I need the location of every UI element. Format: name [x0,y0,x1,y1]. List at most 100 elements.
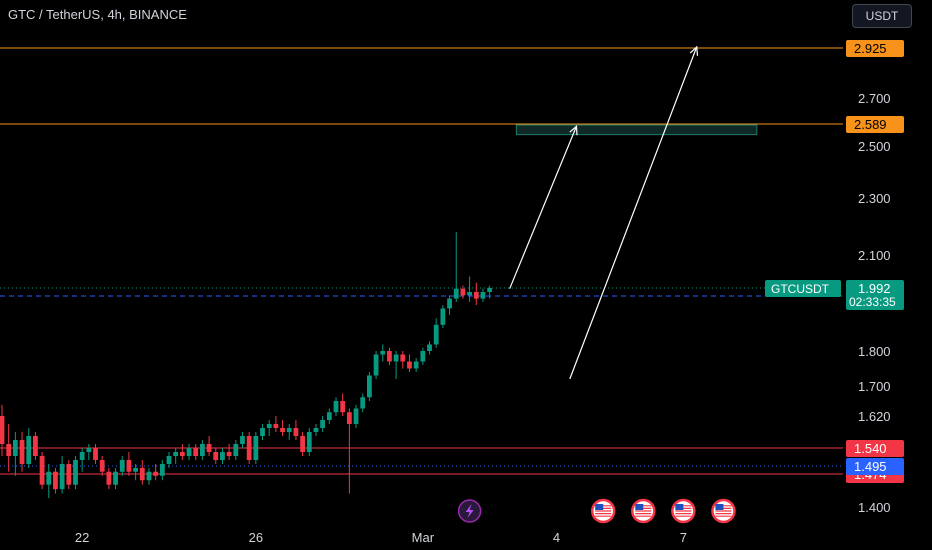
y-axis-tick-label: 2.700 [858,91,891,106]
candle-body[interactable] [113,471,118,485]
level-label-2925: 2.925 [854,41,887,56]
candle-body[interactable] [99,460,105,472]
y-axis-tick-label: 1.700 [858,379,891,394]
y-axis-tick-label: 1.800 [858,344,891,359]
candle-body[interactable] [159,464,165,476]
candle-body[interactable] [73,460,78,485]
flag-canton [595,504,604,510]
level-label-1540: 1.540 [854,441,887,456]
candle-body[interactable] [353,408,359,425]
chart-title: GTC / TetherUS, 4h, BINANCE [8,7,187,22]
x-axis-tick-label: 26 [249,530,263,545]
candle-body[interactable] [133,467,138,472]
candle-body[interactable] [320,420,326,428]
candle-body[interactable] [306,432,312,452]
flag-canton [715,504,724,510]
candle-body[interactable] [433,324,439,345]
candle-body[interactable] [206,444,212,452]
candle-body[interactable] [39,456,45,485]
candle-body[interactable] [260,428,265,436]
candle-body[interactable] [420,351,426,362]
candle-body[interactable] [93,448,98,460]
arrow-head-icon [569,124,578,136]
candle-body[interactable] [173,452,179,456]
candle-body[interactable] [280,428,285,432]
candle-body[interactable] [447,298,452,309]
candle-body[interactable] [326,412,332,420]
level-label-1495: 1.495 [854,459,887,474]
candle-body[interactable] [46,471,52,485]
candle-body[interactable] [139,467,145,481]
candle-body[interactable] [26,436,32,464]
candle-body[interactable] [233,444,239,456]
candle-body[interactable] [480,292,486,299]
candle-body[interactable] [33,436,38,456]
candle-body[interactable] [126,460,132,472]
candle-body[interactable] [427,344,432,351]
candle-body[interactable] [200,444,205,456]
countdown-label: 02:33:35 [849,295,896,309]
currency-button[interactable]: USDT [852,4,912,28]
candle-body[interactable] [413,361,419,369]
candle-body[interactable] [119,460,125,472]
candle-body[interactable] [0,416,5,444]
y-axis-tick-label: 1.620 [858,409,891,424]
candle-body[interactable] [313,428,319,432]
x-axis-tick-label: Mar [412,530,435,545]
y-axis-tick-label: 2.100 [858,248,891,263]
candle-body[interactable] [146,471,152,481]
candle-body[interactable] [79,452,85,460]
candle-body[interactable] [6,444,12,456]
candle-body[interactable] [153,471,159,476]
flag-canton [675,504,684,510]
candle-body[interactable] [473,292,479,299]
level-label-2925-bg [846,40,904,57]
candle-body[interactable] [440,308,446,325]
candle-body[interactable] [166,456,172,464]
candle-body[interactable] [193,448,199,456]
candle-body[interactable] [367,375,372,398]
x-axis-tick-label: 22 [75,530,89,545]
candle-body[interactable] [86,448,92,452]
candle-body[interactable] [380,351,386,355]
candle-body[interactable] [186,448,192,456]
candle-body[interactable] [12,440,18,456]
candle-body[interactable] [387,351,392,362]
candle-body[interactable] [373,354,379,376]
y-axis-tick-label: 2.500 [858,139,891,154]
candle-body[interactable] [346,412,352,424]
candle-body[interactable] [333,401,339,413]
candle-body[interactable] [213,452,219,460]
candle-body[interactable] [273,424,279,428]
candle-body[interactable] [407,361,412,369]
candle-body[interactable] [460,288,466,296]
candle-body[interactable] [360,397,366,409]
candle-body[interactable] [179,452,185,456]
candle-body[interactable] [246,436,252,460]
candle-body[interactable] [220,452,225,460]
candle-body[interactable] [66,464,72,485]
candle-body[interactable] [453,288,459,299]
candle-body[interactable] [253,436,259,460]
candle-body[interactable] [226,452,232,456]
projection-arrow-0 [509,125,578,289]
candle-body[interactable] [53,471,58,490]
level-label-1540-bg [846,440,904,457]
lightning-bolt [465,504,474,518]
candle-body[interactable] [286,428,292,432]
candle-body[interactable] [393,354,399,362]
candle-body[interactable] [487,288,493,292]
candle-body[interactable] [300,436,305,452]
candle-body[interactable] [400,354,406,362]
candle-body[interactable] [240,436,245,444]
candle-body[interactable] [59,464,65,490]
x-axis-tick-label: 7 [680,530,687,545]
candle-body[interactable] [266,424,272,428]
candle-body[interactable] [467,292,472,296]
candle-body[interactable] [19,440,25,464]
candle-body[interactable] [340,401,346,413]
candle-body[interactable] [293,428,299,436]
y-axis-tick-label: 1.400 [858,500,891,515]
candle-body[interactable] [106,471,112,485]
